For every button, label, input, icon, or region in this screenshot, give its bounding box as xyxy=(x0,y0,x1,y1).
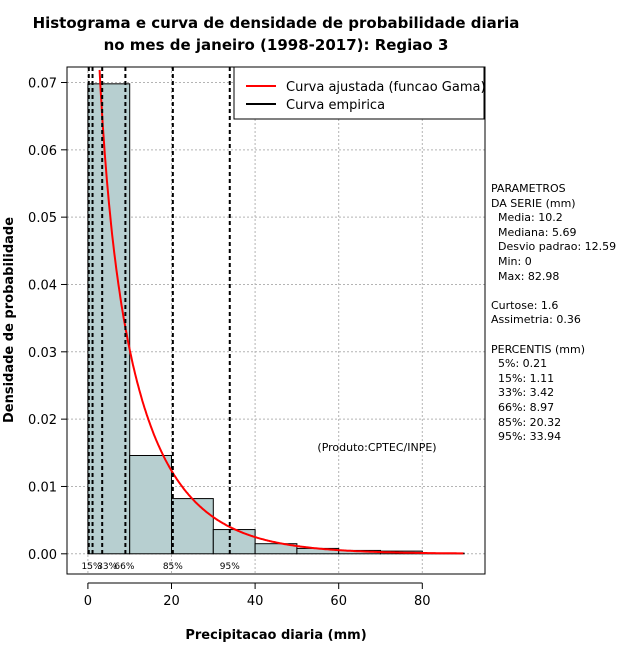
percentile-label-5: 95% xyxy=(220,562,240,572)
grid-lines xyxy=(67,67,485,574)
x-tick-label-0: 0 xyxy=(84,594,92,609)
percentile-label-4: 85% xyxy=(163,562,183,572)
percentile-label-3: 66% xyxy=(114,562,134,572)
y-tick-label-7: 0.07 xyxy=(28,76,57,91)
param-desvio: Desvio padrao: 12.59 xyxy=(491,240,617,254)
y-tick-label-4: 0.04 xyxy=(28,278,57,293)
chart-title-line2: no mes de janeiro (1998-2017): Regiao 3 xyxy=(104,36,449,54)
legend-label-gamma: Curva ajustada (funcao Gama) xyxy=(286,80,486,95)
percentil-5: 5%: 0.21 xyxy=(491,357,548,371)
legend: Curva ajustada (funcao Gama) Curva empir… xyxy=(233,66,486,120)
x-tick-label-3: 60 xyxy=(330,594,347,609)
param-curtose: Curtose: 1.6 xyxy=(491,298,559,312)
params-spacer xyxy=(491,284,616,299)
y-tick-label-3: 0.03 xyxy=(28,346,57,361)
histogram-bars xyxy=(87,83,465,555)
x-axis-title: Precipitacao diaria (mm) xyxy=(185,628,366,643)
legend-box xyxy=(233,66,485,120)
x-tick-label-4: 80 xyxy=(414,594,431,609)
y-axis-title: Densidade de probabilidade xyxy=(2,217,17,423)
y-tick-label-1: 0.01 xyxy=(28,480,57,495)
gamma-curve xyxy=(98,69,464,555)
histogram-bar-0 xyxy=(87,83,131,555)
y-tick-label-2: 0.02 xyxy=(28,413,57,428)
percentil-15: 15%: 1.11 xyxy=(491,371,555,385)
percentile-label-1: 15% xyxy=(82,562,102,572)
percentil-66: 66%: 8.97 xyxy=(491,400,555,414)
percentile-lines: 15%33%66% 85% 95% xyxy=(82,67,240,572)
series-parameters-panel: PARAMETROS DA SERIE (mm) Media: 10.2 Med… xyxy=(491,182,616,445)
histogram-bar-3 xyxy=(212,529,256,555)
x-tick-label-2: 40 xyxy=(247,594,264,609)
histogram-bar-1 xyxy=(129,454,172,555)
histogram-bar-2 xyxy=(171,498,214,555)
param-mediana: Mediana: 5.69 xyxy=(491,225,577,239)
params-spacer-2 xyxy=(491,328,616,343)
param-max: Max: 82.98 xyxy=(491,269,560,283)
percentile-label-2: 33% xyxy=(97,562,117,572)
y-tick-label-0: 0.00 xyxy=(28,548,57,563)
chart-title-line1: Histograma e curva de densidade de proba… xyxy=(33,14,520,32)
param-media: Media: 10.2 xyxy=(491,211,563,225)
y-tick-label-5: 0.05 xyxy=(28,211,57,226)
percentil-33: 33%: 3.42 xyxy=(491,386,555,400)
params-subtitle: DA SERIE (mm) xyxy=(491,196,576,210)
param-min: Min: 0 xyxy=(491,254,532,268)
y-axis: 0.00 0.01 0.02 0.03 0.04 0.05 0.06 0.07 xyxy=(28,76,68,563)
percentis-title: PERCENTIS (mm) xyxy=(491,342,585,356)
gamma-curve-group xyxy=(98,69,464,555)
x-axis: 0 20 40 60 80 xyxy=(84,582,431,609)
percentil-85: 85%: 20.32 xyxy=(491,415,562,429)
x-tick-label-1: 20 xyxy=(163,594,180,609)
source-annotation: (Produto:CPTEC/INPE) xyxy=(317,441,436,454)
percentil-95: 95%: 33.94 xyxy=(491,430,562,444)
param-assimetria: Assimetria: 0.36 xyxy=(491,313,581,327)
legend-label-empirical: Curva empirica xyxy=(286,98,385,113)
y-tick-label-6: 0.06 xyxy=(28,144,57,159)
params-title: PARAMETROS xyxy=(491,182,566,195)
